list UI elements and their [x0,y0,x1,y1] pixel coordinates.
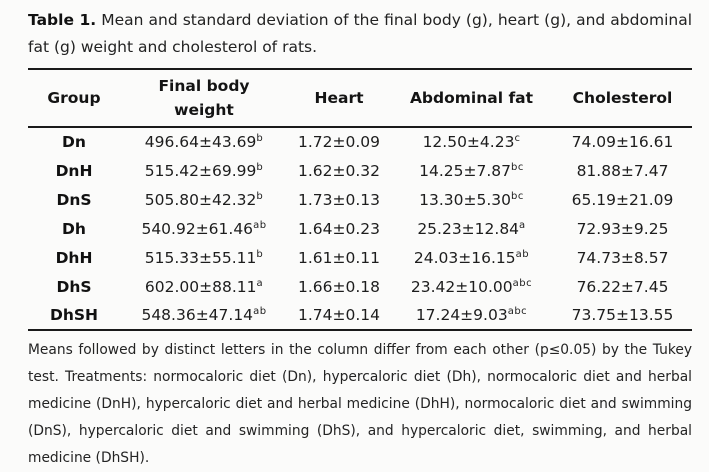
cell-heart: 1.74±0.14 [297,306,380,324]
cell-body-weight: 548.36±47.14ab [141,305,267,324]
cell-cholesterol: 65.19±21.09 [571,190,674,209]
cell-heart: 1.66±0.18 [297,277,380,296]
significance-letter: b [256,190,264,202]
col-header-heart: Heart [314,89,364,107]
cell-abdominal-fat: 17.24±9.03abc [415,305,528,324]
cell-abdominal-fat: 14.25±7.87bc [419,161,524,180]
significance-letter: c [514,132,521,144]
cell-heart: 1.72±0.09 [297,133,380,151]
cell-body-weight: 515.33±55.11b [144,248,264,267]
cell-heart: 1.73±0.13 [297,190,380,209]
table-caption-text: Mean and standard deviation of the final… [28,11,693,56]
col-header-abdominal-fat: Abdominal fat [409,89,534,107]
table-footnote: Means followed by distinct letters in th… [28,342,692,466]
cell-heart: 1.64±0.23 [297,219,380,238]
cell-body-weight: 602.00±88.11a [144,277,264,296]
cell-group: DnS [56,190,92,209]
cell-body-weight: 496.64±43.69b [144,132,264,151]
cell-cholesterol: 74.09±16.61 [571,133,674,151]
significance-letter: ab [515,248,530,260]
cell-heart: 1.62±0.32 [297,161,380,180]
significance-letter: b [256,161,264,173]
table-row: DnH 515.42±69.99b 1.62±0.32 14.25±7.87bc… [28,156,692,185]
table-row: DhH 515.33±55.11b 1.61±0.11 24.03±16.15a… [28,243,692,272]
significance-letter: bc [511,190,524,202]
cell-group: DhH [55,248,93,267]
significance-letter: ab [253,219,267,231]
significance-letter: abc [512,277,533,289]
cell-cholesterol: 81.88±7.47 [576,161,669,180]
cell-group: DhSH [49,306,99,324]
significance-letter: a [256,277,264,289]
cell-cholesterol: 76.22±7.45 [576,277,669,296]
table-caption-label: Table 1. [28,11,97,29]
results-table: Group Final body weight Heart Abdominal … [28,68,692,331]
cell-cholesterol: 73.75±13.55 [571,306,674,324]
cell-group: DhS [56,277,92,296]
col-header-final-body-weight: Final body weight [158,77,250,119]
table-caption: Table 1. Mean and standard deviation of … [28,7,692,61]
significance-letter: abc [507,305,528,317]
table-row: Dh 540.92±61.46ab 1.64±0.23 25.23±12.84a… [28,214,692,243]
table-row: DhS 602.00±88.11a 1.66±0.18 23.42±10.00a… [28,272,692,301]
significance-letter: b [256,248,264,260]
significance-letter: ab [253,305,267,317]
cell-group: Dn [62,133,86,151]
cell-abdominal-fat: 13.30±5.30bc [419,190,524,209]
cell-cholesterol: 74.73±8.57 [576,248,669,267]
cell-abdominal-fat: 24.03±16.15ab [413,248,530,267]
cell-group: DnH [55,161,93,180]
cell-heart: 1.61±0.11 [297,248,380,267]
cell-body-weight: 505.80±42.32b [144,190,264,209]
cell-body-weight: 540.92±61.46ab [141,219,267,238]
col-header-cholesterol: Cholesterol [572,89,673,107]
cell-group: Dh [62,219,86,238]
table-row: DnS 505.80±42.32b 1.73±0.13 13.30±5.30bc… [28,185,692,214]
cell-abdominal-fat: 12.50±4.23c [422,132,521,151]
significance-letter: bc [511,161,524,173]
table-row: DhSH 548.36±47.14ab 1.74±0.14 17.24±9.03… [28,301,692,330]
cell-cholesterol: 72.93±9.25 [576,219,669,238]
significance-letter: a [519,219,526,231]
cell-body-weight: 515.42±69.99b [144,161,264,180]
cell-abdominal-fat: 23.42±10.00abc [410,277,533,296]
header-row: Group Final body weight Heart Abdominal … [28,69,692,127]
cell-abdominal-fat: 25.23±12.84a [417,219,526,238]
table-row: Dn 496.64±43.69b 1.72±0.09 12.50±4.23c 7… [28,127,692,156]
col-header-group: Group [47,89,101,107]
significance-letter: b [256,132,264,144]
